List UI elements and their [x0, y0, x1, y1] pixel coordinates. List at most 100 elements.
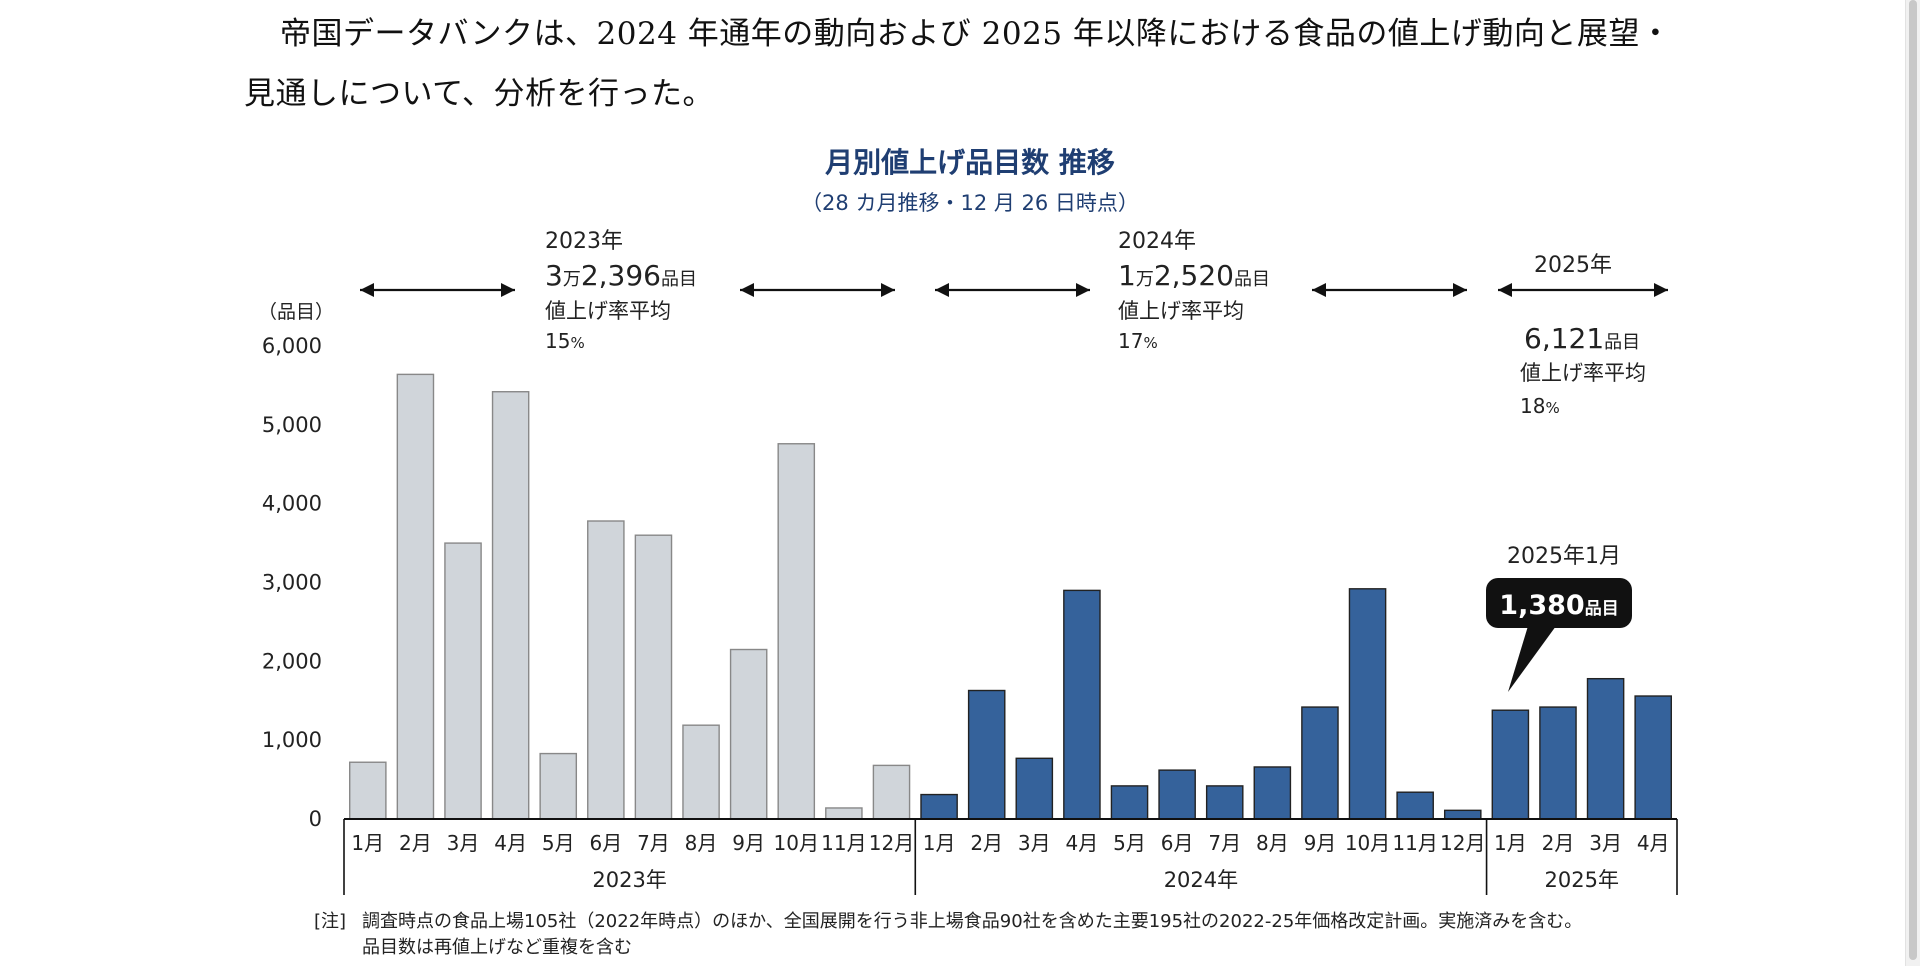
y-axis-label: （品目）: [258, 301, 334, 323]
x-tick-label: 4月: [1066, 831, 1099, 855]
summary-rate-label: 値上げ率平均: [545, 299, 671, 323]
bar-2023年-4月: [491, 391, 530, 820]
bar-2025年-3月: [1586, 677, 1625, 820]
x-tick-label: 5月: [1113, 831, 1146, 855]
bar-2023年-11月: [825, 807, 863, 820]
note-line-2: 品目数は再値上げなど重複を含む: [362, 937, 632, 958]
y-tick-label: 6,000: [262, 334, 322, 358]
x-tick-label: 10月: [774, 831, 819, 855]
summary-rate: 15%: [545, 329, 585, 353]
x-tick-label: 6月: [1161, 831, 1194, 855]
bar-2024年-3月: [1015, 757, 1054, 820]
bar-2023年-1月: [349, 761, 387, 820]
x-tick-label: 1月: [1494, 831, 1527, 855]
bar-2023年-5月: [539, 752, 578, 820]
intro-line-2: 見通しについて、分析を行った。: [244, 76, 715, 112]
x-tick-label: 11月: [821, 831, 866, 855]
bar-2023年-10月: [777, 443, 816, 820]
bar-2023年-12月: [872, 764, 911, 820]
bar-2025年-2月: [1539, 706, 1577, 820]
x-tick-label: 8月: [1256, 831, 1289, 855]
x-tick-label: 3月: [1018, 831, 1051, 855]
x-tick-label: 6月: [589, 831, 622, 855]
note-line-1: 調査時点の食品上場105社（2022年時点）のほか、全国展開を行う非上場食品90…: [362, 911, 1582, 932]
y-tick-label: 1,000: [262, 728, 322, 752]
summary-year: 2025年: [1534, 253, 1612, 278]
arrow-head: [935, 283, 949, 297]
bar-2023年-3月: [444, 542, 482, 820]
x-tick-label: 7月: [637, 831, 670, 855]
x-tick-label: 11月: [1392, 831, 1437, 855]
bar-2023年-7月: [634, 534, 673, 820]
bar-2025年-4月: [1634, 695, 1672, 820]
x-tick-label: 3月: [1589, 831, 1622, 855]
y-tick-label: 4,000: [262, 492, 322, 516]
arrow-head: [360, 283, 374, 297]
scrollbar-thumb[interactable]: [1909, 0, 1917, 960]
bar-2025年-1月: [1491, 709, 1530, 820]
y-tick-label: 0: [309, 807, 322, 831]
x-tick-label: 1月: [351, 831, 384, 855]
bar-2024年-1月: [920, 793, 958, 820]
bar-2023年-8月: [682, 724, 720, 820]
x-tick-label: 9月: [732, 831, 765, 855]
y-tick-label: 2,000: [262, 649, 322, 673]
arrow-head: [740, 283, 754, 297]
x-tick-label: 12月: [1440, 831, 1485, 855]
x-group-label: 2023年: [592, 868, 666, 892]
bar-2024年-2月: [967, 689, 1006, 820]
x-tick-label: 10月: [1345, 831, 1390, 855]
chart-subtitle: （28 カ月推移・12 月 26 日時点）: [801, 191, 1139, 215]
summary-rate-label: 値上げ率平均: [1118, 299, 1244, 323]
summary-count: 1万2,520品目: [1118, 259, 1270, 292]
summary-year: 2023年: [545, 229, 623, 254]
arrow-head: [1654, 283, 1668, 297]
chart-title: 月別値上げ品目数 推移: [824, 146, 1115, 179]
x-tick-label: 2月: [1542, 831, 1575, 855]
summary-rate: 18%: [1520, 394, 1560, 418]
summary-count: 6,121品目: [1524, 322, 1640, 355]
callout-value: 1,380品目: [1499, 590, 1618, 621]
arrow-head: [1453, 283, 1467, 297]
x-tick-label: 4月: [494, 831, 527, 855]
summary-year: 2024年: [1118, 229, 1196, 254]
bar-2024年-6月: [1158, 769, 1196, 820]
x-tick-label: 2月: [970, 831, 1003, 855]
callout-label: 2025年1月: [1507, 544, 1621, 569]
summary-rate-label: 値上げ率平均: [1520, 361, 1646, 385]
arrow-head: [1076, 283, 1090, 297]
bar-2024年-10月: [1348, 588, 1387, 820]
arrow-head: [881, 283, 895, 297]
x-tick-label: 3月: [447, 831, 480, 855]
x-tick-label: 1月: [923, 831, 956, 855]
x-tick-label: 7月: [1208, 831, 1241, 855]
arrow-head: [501, 283, 515, 297]
x-tick-label: 9月: [1304, 831, 1337, 855]
bar-2024年-11月: [1396, 791, 1434, 820]
bar-2024年-5月: [1110, 785, 1149, 820]
x-tick-label: 5月: [542, 831, 575, 855]
x-tick-label: 4月: [1637, 831, 1670, 855]
intro-line-1: 帝国データバンクは、2024 年通年の動向および 2025 年以降における食品の…: [280, 16, 1672, 52]
bar-2024年-12月: [1443, 809, 1482, 820]
bar-2023年-6月: [587, 520, 625, 820]
summary-rate: 17%: [1118, 329, 1158, 353]
vertical-scrollbar[interactable]: [1905, 0, 1920, 966]
x-tick-label: 12月: [869, 831, 914, 855]
bar-2023年-9月: [729, 648, 768, 820]
arrow-head: [1312, 283, 1326, 297]
x-group-label: 2024年: [1164, 868, 1238, 892]
x-tick-label: 2月: [399, 831, 432, 855]
x-group-label: 2025年: [1545, 868, 1619, 892]
x-tick-label: 8月: [685, 831, 718, 855]
arrow-head: [1498, 283, 1512, 297]
bar-2024年-9月: [1301, 706, 1339, 820]
note-prefix: [注]: [314, 911, 346, 932]
y-tick-label: 5,000: [262, 413, 322, 437]
callout-box: [1486, 578, 1632, 628]
summary-count: 3万2,396品目: [545, 259, 697, 292]
y-tick-label: 3,000: [262, 571, 322, 595]
bar-2024年-8月: [1253, 766, 1292, 820]
bar-2024年-4月: [1063, 589, 1101, 820]
